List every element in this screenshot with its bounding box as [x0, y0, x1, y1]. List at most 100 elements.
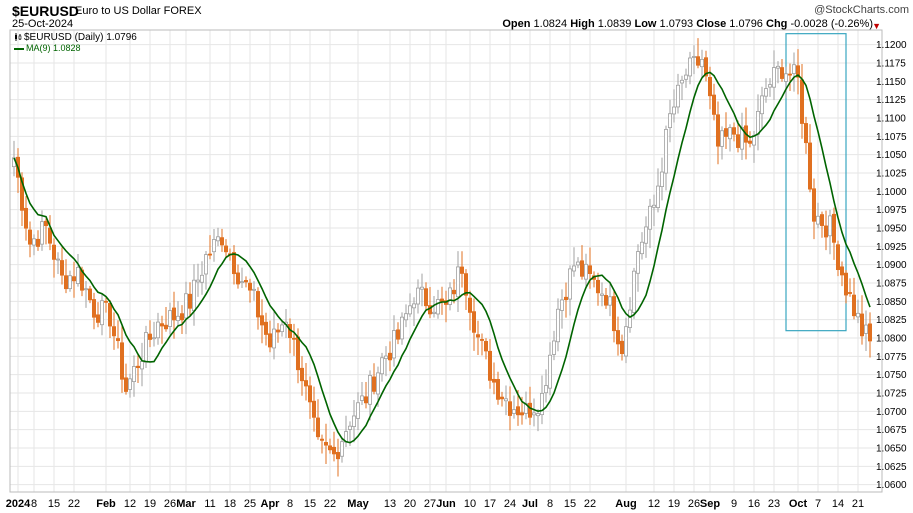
candle — [796, 49, 801, 95]
candle — [820, 211, 825, 238]
candle-body — [491, 378, 496, 383]
candle — [271, 311, 276, 360]
candle-body — [652, 204, 657, 208]
candle — [431, 296, 436, 318]
candle-body — [772, 67, 777, 88]
candle — [459, 251, 464, 288]
candle-body — [367, 375, 372, 405]
candle — [291, 323, 296, 356]
candle-body — [756, 110, 761, 135]
candle — [624, 317, 629, 364]
candle — [736, 120, 741, 153]
candle — [588, 247, 593, 289]
candle — [319, 434, 324, 454]
candle-body — [528, 402, 533, 418]
candle — [56, 252, 61, 275]
x-tick-label: 24 — [504, 498, 516, 510]
candle — [167, 302, 172, 335]
x-tick-label: 7 — [815, 498, 821, 510]
close-value: 1.0796 — [729, 18, 763, 30]
candle — [784, 66, 789, 99]
candle-body — [44, 220, 49, 227]
candle — [331, 431, 336, 462]
candle — [247, 278, 252, 303]
x-tick-label: 19 — [144, 498, 156, 510]
candle-body — [375, 372, 380, 395]
candle-body — [239, 281, 244, 284]
candle-body — [347, 425, 352, 430]
x-tick-label: 8 — [287, 498, 293, 510]
candle — [215, 227, 220, 247]
y-tick-label: 1.0725 — [876, 389, 907, 400]
candle — [455, 251, 460, 312]
candle-body — [391, 330, 396, 359]
x-tick-label: 22 — [584, 498, 596, 510]
candle-body — [844, 272, 849, 296]
candle-body — [423, 288, 428, 307]
candle-body — [143, 332, 148, 363]
candle-body — [131, 366, 136, 383]
x-tick-label: May — [347, 498, 369, 510]
candle-body — [215, 236, 220, 242]
candle-body — [720, 130, 725, 147]
x-tick-label: 27 — [424, 498, 436, 510]
candle — [708, 66, 713, 110]
candle — [788, 63, 793, 92]
candle-body — [403, 313, 408, 321]
candle-body — [636, 251, 641, 274]
candle — [463, 269, 468, 310]
candle — [155, 312, 160, 345]
candle — [423, 282, 428, 312]
candle-body — [820, 214, 825, 226]
candle — [124, 363, 129, 395]
candle-body — [564, 296, 569, 301]
candle-body — [199, 274, 204, 283]
candle-body — [840, 266, 845, 276]
candle — [676, 73, 681, 114]
x-tick-label: 17 — [484, 498, 496, 510]
candle-body — [620, 340, 625, 355]
candle — [447, 282, 452, 311]
candle — [748, 131, 753, 148]
candle — [832, 207, 837, 260]
candle — [864, 310, 869, 352]
candle-body — [796, 65, 801, 78]
candle-body — [724, 128, 729, 137]
candle-body — [832, 213, 837, 243]
candle-body — [307, 385, 312, 403]
y-tick-label: 1.1100 — [876, 114, 906, 125]
candle-body — [459, 266, 464, 274]
candle-body — [868, 323, 873, 342]
candle-body — [379, 357, 384, 375]
candle — [828, 209, 833, 255]
x-tick-label: Apr — [261, 498, 281, 510]
candle — [612, 289, 617, 343]
legend-ma-label: MA(9) 1.0828 — [26, 43, 81, 53]
candle-body — [155, 321, 160, 339]
candle-body — [475, 334, 480, 338]
candle-body — [195, 279, 200, 283]
candle-body — [708, 77, 713, 97]
y-tick-label: 1.1050 — [876, 150, 907, 161]
candle — [195, 263, 200, 297]
open-label: Open — [502, 18, 531, 30]
candle-body — [64, 275, 69, 290]
candle-body — [560, 299, 565, 311]
candle — [688, 51, 693, 85]
candle-body — [712, 94, 717, 115]
legend-price: $EURUSD (Daily) 1.0796 — [14, 32, 137, 43]
candle-body — [584, 263, 589, 280]
candle-body — [580, 260, 585, 277]
x-tick-label: 26 — [164, 498, 176, 510]
candle-body — [828, 215, 833, 237]
candle — [223, 239, 228, 258]
candle-body — [19, 177, 24, 211]
candle-body — [383, 355, 388, 360]
candle — [576, 257, 581, 269]
candle — [532, 398, 537, 427]
candle-body — [203, 254, 208, 275]
legend-ma: MA(9) 1.0828 — [14, 43, 81, 53]
candle — [604, 288, 609, 309]
candle-body — [864, 324, 869, 334]
candle — [44, 218, 49, 245]
